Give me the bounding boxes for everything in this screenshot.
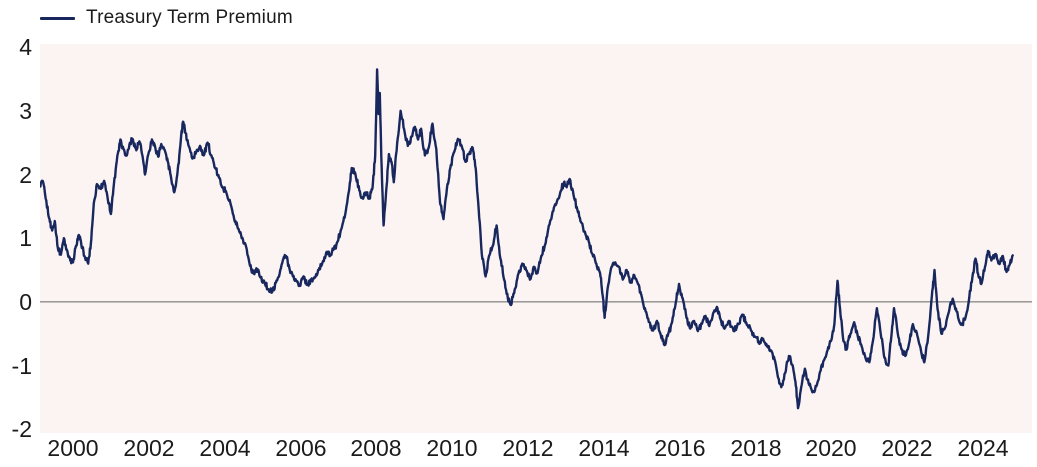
y-tick-label: 4 — [19, 34, 32, 60]
x-tick-label: 2016 — [654, 435, 706, 461]
legend-line-marker — [40, 16, 75, 20]
x-tick-label: 2012 — [502, 435, 554, 461]
y-tick-label: -2 — [11, 416, 32, 442]
y-tick-label: 1 — [19, 225, 32, 251]
x-tick-label: 2018 — [730, 435, 782, 461]
y-tick-label: 2 — [19, 162, 32, 188]
x-tick-label: 2000 — [47, 435, 99, 461]
y-tick-label: -1 — [11, 353, 32, 379]
plot-svg — [40, 68, 1032, 410]
legend-label: Treasury Term Premium — [86, 7, 293, 28]
plot-area — [40, 44, 1032, 433]
x-tick-label: 2006 — [275, 435, 327, 461]
x-tick-label: 2004 — [199, 435, 251, 461]
treasury-term-premium-line — [40, 68, 1014, 410]
x-tick-label: 2022 — [881, 435, 933, 461]
y-tick-label: 0 — [19, 289, 32, 315]
x-tick-label: 2024 — [957, 435, 1009, 461]
x-tick-label: 2010 — [426, 435, 478, 461]
x-tick-label: 2014 — [578, 435, 630, 461]
x-tick-label: 2008 — [350, 435, 402, 461]
x-tick-label: 2002 — [123, 435, 175, 461]
y-tick-label: 3 — [19, 98, 32, 124]
chart-legend: Treasury Term Premium — [40, 6, 293, 30]
x-tick-label: 2020 — [805, 435, 857, 461]
